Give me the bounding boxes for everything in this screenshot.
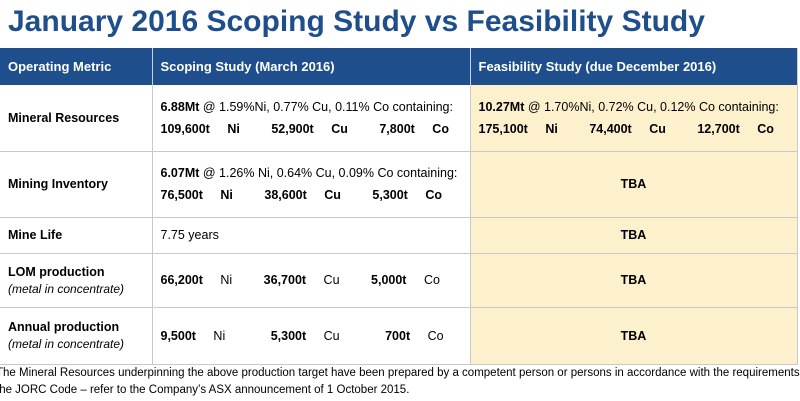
grades: @ 1.70%Ni, 0.72% Cu, 0.12% Co containing… (524, 99, 779, 114)
scoping-cell: 9,500t Ni 5,300t Cu 700t Co (152, 307, 471, 365)
feasibility-cell: 10.27Mt @ 1.70%Ni, 0.72% Cu, 0.12% Co co… (470, 85, 798, 152)
tonnage: 6.88Mt (160, 99, 200, 114)
metric-label: Mining Inventory (0, 151, 153, 218)
ni-amount: 109,600t Ni (161, 122, 254, 136)
footnote-line-1: The Mineral Resources underpinning the a… (0, 367, 800, 379)
ni-value: 76,500t (160, 188, 203, 202)
co-amount: 700t Co (385, 329, 457, 343)
cu-value: 36,700t (263, 273, 307, 287)
co-amount: 5,300t Co (372, 188, 456, 202)
co-amount: 5,000t Co (371, 273, 454, 287)
metal-production-line: 66,200t Ni 36,700t Cu 5,000t Co (161, 273, 462, 287)
metal-production-line: 9,500t Ni 5,300t Cu 700t Co (161, 329, 462, 343)
ni-amount: 175,100t Ni (479, 122, 572, 136)
co-amount: 7,800t Co (379, 122, 463, 136)
cu-amount: 5,300t Cu (271, 329, 354, 343)
contained-metal-line: 175,100t Ni 74,400t Cu 12,700t Co (479, 122, 789, 136)
cu-amount: 52,900t Cu (271, 122, 362, 136)
footnote-line-2: the JORC Code – refer to the Company’s A… (0, 384, 410, 396)
co-unit: Co (428, 121, 449, 136)
ni-value: 109,600t (160, 121, 210, 136)
ni-unit: Ni (223, 121, 240, 136)
grades: @ 1.26% Ni, 0.64% Cu, 0.09% Co containin… (199, 166, 458, 180)
tonnage: 10.27Mt (478, 99, 525, 114)
metric-sublabel: (metal in concentrate) (8, 337, 125, 351)
feasibility-cell-tba: TBA (470, 307, 798, 365)
ni-value: 9,500t (160, 328, 196, 343)
metric-label: LOM production (8, 264, 105, 279)
metric-label-cell: Annual production (metal in concentrate) (0, 307, 153, 365)
resource-grade-line: 6.88Mt @ 1.59%Ni, 0.77% Cu, 0.11% Co con… (161, 100, 462, 114)
row-mineral-resources: Mineral Resources 6.88Mt @ 1.59%Ni, 0.77… (0, 85, 798, 152)
resource-grade-line: 10.27Mt @ 1.70%Ni, 0.72% Cu, 0.12% Co co… (479, 100, 789, 114)
feasibility-cell-tba: TBA (470, 217, 798, 254)
metric-label: Annual production (8, 320, 120, 334)
scoping-cell: 7.75 years (152, 217, 471, 254)
ni-value: 175,100t (478, 121, 528, 136)
row-mine-life: Mine Life 7.75 years TBA (0, 217, 798, 254)
co-unit: Co (424, 328, 444, 343)
header-row: Operating Metric Scoping Study (March 20… (0, 48, 798, 85)
cu-unit: Cu (320, 328, 340, 343)
co-value: 5,000t (371, 273, 407, 287)
ni-amount: 76,500t Ni (161, 188, 247, 202)
co-value: 700t (385, 328, 411, 343)
contained-metal-line: 109,600t Ni 52,900t Cu 7,800t Co (161, 122, 462, 136)
ni-unit: Ni (541, 121, 558, 136)
grades: @ 1.59%Ni, 0.77% Cu, 0.11% Co containing… (199, 99, 453, 114)
comparison-table: Operating Metric Scoping Study (March 20… (0, 48, 798, 365)
cu-amount: 38,600t Cu (264, 188, 355, 202)
ni-unit: Ni (209, 328, 226, 343)
scoping-cell: 66,200t Ni 36,700t Cu 5,000t Co (152, 253, 471, 308)
feasibility-cell-tba: TBA (470, 253, 798, 308)
ni-amount: 66,200t Ni (161, 273, 247, 287)
ni-value: 66,200t (160, 273, 203, 287)
scoping-cell: 6.88Mt @ 1.59%Ni, 0.77% Cu, 0.11% Co con… (152, 85, 471, 152)
cu-unit: Cu (320, 188, 341, 202)
cu-unit: Cu (645, 121, 666, 136)
header-scoping-study: Scoping Study (March 2016) (152, 48, 471, 85)
metric-label: Mineral Resources (0, 85, 153, 152)
ni-amount: 9,500t Ni (161, 329, 240, 343)
metric-label: Mine Life (0, 217, 153, 254)
ni-unit: Ni (216, 188, 233, 202)
metric-sublabel: (metal in concentrate) (8, 281, 125, 296)
cu-value: 38,600t (264, 188, 307, 202)
co-unit: Co (753, 121, 774, 136)
header-operating-metric: Operating Metric (0, 48, 153, 85)
feasibility-cell-tba: TBA (470, 151, 798, 218)
cu-amount: 36,700t Cu (264, 273, 354, 287)
cu-value: 74,400t (589, 121, 632, 136)
cu-amount: 74,400t Cu (589, 122, 680, 136)
row-lom-production: LOM production (metal in concentrate) 66… (0, 253, 798, 308)
metric-label-cell: LOM production (metal in concentrate) (0, 253, 153, 308)
footnote: The Mineral Resources underpinning the a… (0, 365, 800, 399)
row-annual-production: Annual production (metal in concentrate)… (0, 307, 798, 365)
co-value: 12,700t (697, 121, 740, 136)
co-value: 7,800t (379, 121, 415, 136)
co-value: 5,300t (372, 188, 408, 202)
cu-value: 52,900t (271, 121, 314, 136)
ni-unit: Ni (216, 273, 233, 287)
co-unit: Co (420, 273, 440, 287)
cu-unit: Cu (320, 273, 340, 287)
tonnage: 6.07Mt (160, 166, 200, 180)
page-title: January 2016 Scoping Study vs Feasibilit… (8, 5, 705, 38)
co-unit: Co (421, 188, 442, 202)
contained-metal-line: 76,500t Ni 38,600t Cu 5,300t Co (161, 188, 462, 202)
row-mining-inventory: Mining Inventory 6.07Mt @ 1.26% Ni, 0.64… (0, 151, 798, 218)
resource-grade-line: 6.07Mt @ 1.26% Ni, 0.64% Cu, 0.09% Co co… (161, 166, 462, 180)
co-amount: 12,700t Co (697, 122, 788, 136)
cu-unit: Cu (327, 121, 348, 136)
header-feasibility-study: Feasibility Study (due December 2016) (470, 48, 798, 85)
scoping-cell: 6.07Mt @ 1.26% Ni, 0.64% Cu, 0.09% Co co… (152, 151, 471, 218)
cu-value: 5,300t (270, 328, 307, 343)
